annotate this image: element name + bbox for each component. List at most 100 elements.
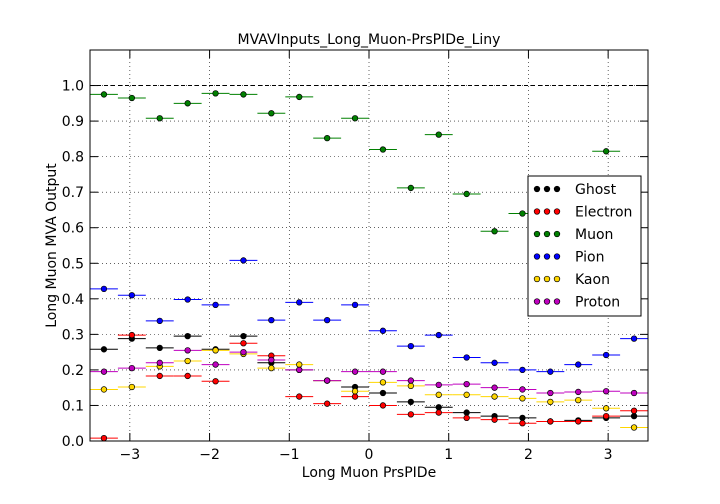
legend-label: Pion — [575, 250, 604, 266]
data-point — [379, 402, 387, 409]
data-point — [435, 404, 442, 411]
data-point — [575, 361, 582, 368]
data-point — [603, 405, 610, 412]
data-point — [351, 301, 359, 309]
legend-label: Electron — [575, 205, 632, 221]
legend-marker — [553, 230, 561, 238]
data-point — [240, 257, 247, 264]
legend-label: Proton — [575, 295, 620, 311]
data-point — [351, 388, 359, 395]
data-point — [268, 316, 275, 324]
series-muon — [90, 90, 621, 263]
legend-box — [527, 175, 642, 317]
data-point — [324, 135, 331, 142]
legend-marker — [553, 275, 561, 283]
legend-label: Muon — [575, 227, 613, 243]
data-point — [212, 347, 219, 354]
legend-marker — [553, 185, 561, 193]
y-tick-label: 0.0 — [62, 434, 84, 450]
data-point — [351, 368, 359, 375]
data-point — [435, 391, 442, 398]
x-tick-label: 1 — [444, 447, 453, 463]
data-point — [184, 347, 191, 354]
data-point — [184, 332, 191, 340]
legend-marker — [533, 230, 541, 238]
data-point — [630, 412, 638, 420]
y-tick-label: 0.9 — [62, 114, 84, 130]
data-point — [240, 340, 247, 347]
data-point — [100, 386, 108, 393]
data-point — [212, 361, 219, 368]
data-point — [575, 418, 582, 425]
data-point — [463, 391, 470, 398]
data-point — [379, 379, 387, 386]
data-point — [519, 420, 526, 427]
data-point — [435, 409, 442, 416]
legend-marker — [533, 208, 541, 215]
y-tick-label: 0.5 — [62, 256, 84, 272]
data-point — [268, 364, 275, 372]
data-point — [547, 398, 554, 406]
legend-marker — [533, 275, 541, 283]
x-tick-label: 3 — [604, 447, 613, 463]
data-point — [296, 93, 303, 101]
data-point — [407, 398, 415, 406]
legend-marker — [533, 253, 541, 260]
legend-item-muon: Muon — [533, 227, 613, 243]
data-point — [379, 327, 387, 334]
data-point — [519, 395, 526, 402]
data-point — [407, 377, 415, 384]
data-point — [212, 90, 219, 97]
data-layer — [90, 90, 648, 442]
data-point — [100, 435, 108, 442]
data-point — [268, 110, 275, 117]
data-point — [296, 299, 303, 306]
data-point — [575, 396, 582, 404]
data-point — [630, 335, 638, 342]
legend-item-proton: Proton — [533, 295, 620, 311]
data-point — [603, 412, 610, 420]
x-tick-label: 2 — [524, 447, 533, 463]
x-tick-label: 0 — [365, 447, 374, 463]
legend-marker — [543, 230, 551, 238]
data-point — [519, 414, 526, 422]
data-point — [100, 368, 108, 375]
data-point — [184, 100, 191, 107]
legend-item-kaon: Kaon — [533, 272, 610, 288]
data-point — [128, 292, 136, 299]
legend-marker — [543, 298, 551, 305]
series-pion — [90, 257, 648, 375]
data-point — [156, 359, 163, 366]
data-point — [240, 91, 247, 98]
legend: Ghost Electron Muon Pion Kaon Proton — [527, 175, 642, 317]
data-point — [128, 383, 136, 391]
legend-item-ghost: Ghost — [533, 182, 617, 198]
y-tick-label: 0.1 — [62, 398, 84, 414]
data-point — [324, 400, 331, 407]
data-point — [547, 368, 554, 375]
data-point — [407, 184, 415, 192]
data-point — [212, 301, 219, 309]
data-point — [379, 146, 387, 153]
data-point — [519, 386, 526, 393]
ticks: −3 −2 −1 0 1 2 3 0.0 0.1 0.2 0.3 0.4 0.5 0.6 0.7 0.8 0.9… — [62, 50, 648, 463]
y-tick-label: 0.3 — [62, 327, 84, 343]
data-point — [407, 411, 415, 418]
legend-label: Ghost — [575, 182, 617, 198]
legend-marker — [553, 253, 561, 260]
x-tick-label: −2 — [199, 447, 220, 463]
legend-item-pion: Pion — [533, 250, 604, 266]
data-point — [407, 342, 415, 350]
series-electron — [90, 331, 648, 442]
data-point — [184, 357, 191, 365]
data-point — [128, 94, 136, 102]
data-point — [463, 414, 470, 422]
legend-marker — [543, 253, 551, 260]
data-point — [630, 424, 638, 431]
data-point — [212, 378, 219, 385]
series-kaon — [90, 347, 648, 431]
y-tick-label: 1.0 — [62, 79, 84, 95]
data-point — [547, 418, 554, 425]
data-point — [491, 416, 498, 423]
